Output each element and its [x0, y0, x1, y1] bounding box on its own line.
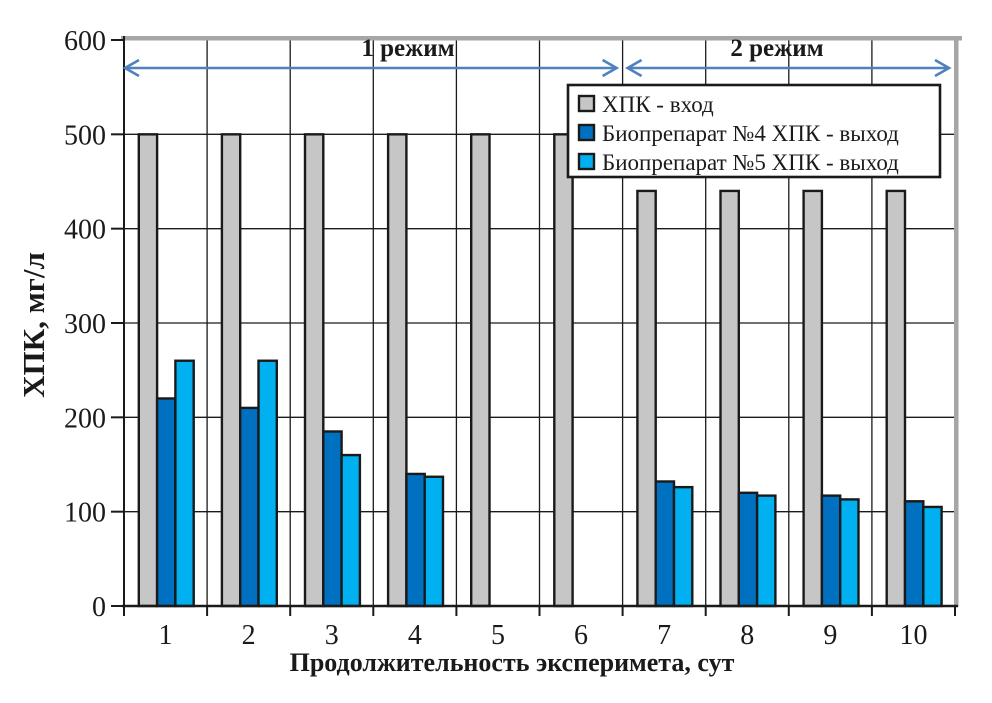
x-axis-label-1: 1	[159, 620, 173, 651]
x-axis-label-7: 7	[657, 620, 671, 651]
x-axis-title: Продолжительность эксперимета, сут	[290, 648, 735, 677]
legend-label-series1: ХПК - вход	[602, 92, 714, 117]
arrowhead-left-icon	[122, 58, 140, 78]
bar-series1-day9	[802, 189, 824, 608]
bar-series2-day10	[903, 500, 925, 608]
legend-label-series2: Биопрепарат №4 ХПК - выход	[602, 121, 899, 146]
arrowhead-right-icon	[934, 58, 952, 78]
bar-series3-day2	[257, 359, 278, 608]
y-axis-label-600: 600	[64, 26, 106, 57]
bar-series3-day4	[423, 475, 445, 608]
legend-swatch-series3	[577, 152, 596, 171]
y-axis-label-400: 400	[64, 215, 106, 246]
bar-series1-day1	[137, 133, 159, 608]
bar-series1-day7	[636, 189, 657, 608]
x-axis-label-2: 2	[242, 620, 256, 651]
y-axis-label-0: 0	[92, 592, 106, 623]
legend-label-series3: Биопрепарат №5 ХПК - выход	[602, 150, 899, 175]
bar-series3-day10	[922, 505, 943, 608]
bar-series1-day3	[303, 133, 325, 608]
bar-series3-day8	[755, 494, 777, 608]
y-axis-title: ХПК, мг/л	[16, 252, 51, 398]
bar-series3-day9	[839, 498, 860, 608]
plot-border-right	[954, 36, 959, 607]
y-axis-label-100: 100	[64, 498, 106, 529]
bar-series3-day3	[340, 453, 362, 608]
x-axis-label-6: 6	[574, 620, 588, 651]
arrowhead-right-icon	[601, 58, 620, 78]
arrowhead-left-icon	[624, 58, 643, 78]
bar-series2-day8	[737, 491, 759, 608]
y-axis-label-500: 500	[64, 120, 106, 151]
legend-swatch-series2	[577, 123, 596, 142]
legend-swatch-series1	[577, 94, 596, 113]
bar-series2-day4	[405, 472, 426, 608]
x-axis-label-10: 10	[899, 620, 927, 651]
bar-series2-day7	[654, 480, 676, 608]
bar-series3-day1	[174, 359, 195, 608]
bar-series3-day7	[672, 485, 694, 608]
x-axis-label-4: 4	[408, 620, 422, 651]
bar-series2-day1	[155, 397, 177, 608]
bar-series1-day8	[719, 189, 740, 608]
y-axis-label-300: 300	[64, 309, 106, 340]
plot-border-top	[121, 36, 962, 41]
bar-series1-day10	[885, 189, 907, 608]
legend-box	[566, 83, 942, 179]
bar-series1-day6	[553, 133, 574, 608]
bar-series1-day5	[470, 133, 491, 608]
x-axis-label-3: 3	[325, 620, 339, 651]
bar-series1-day4	[386, 133, 408, 608]
bar-series1-day2	[220, 133, 242, 608]
bar-series2-day3	[322, 430, 343, 608]
x-axis-label-5: 5	[491, 620, 505, 651]
bar-series2-day9	[820, 494, 842, 608]
regime-label-1: 1 режим	[361, 35, 454, 62]
bar-series2-day2	[238, 406, 260, 608]
y-axis-label-200: 200	[64, 403, 106, 434]
regime-label-2: 2 режим	[730, 35, 823, 62]
x-axis-label-9: 9	[823, 620, 837, 651]
x-axis-label-8: 8	[740, 620, 754, 651]
